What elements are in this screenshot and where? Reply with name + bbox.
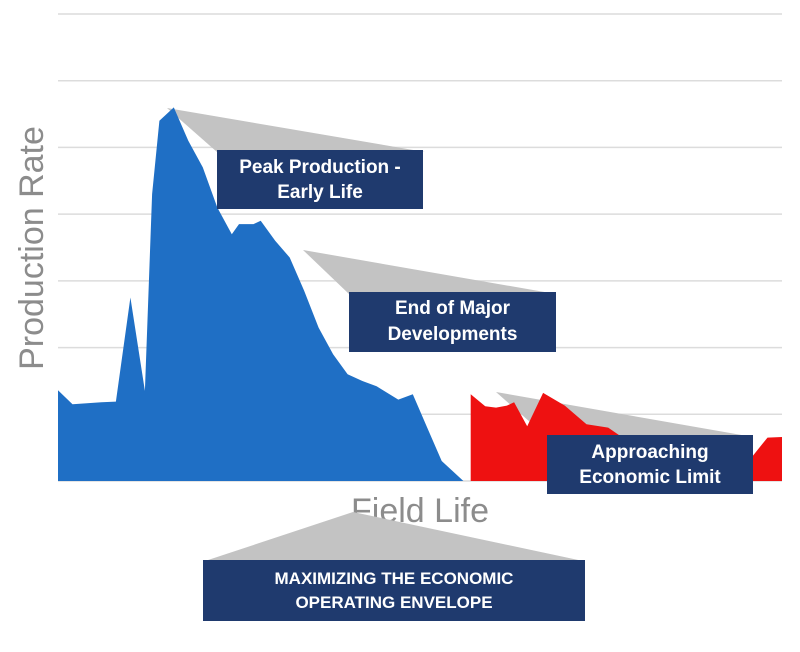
wedge-development: [303, 250, 556, 294]
callout-operating-envelope: MAXIMIZING THE ECONOMIC OPERATING ENVELO…: [203, 560, 585, 621]
area-series-production: [58, 107, 500, 482]
wedge-envelope: [205, 512, 583, 561]
callout-economic-line1: Approaching: [591, 441, 709, 463]
callout-economic-limit: Approaching Economic Limit: [547, 435, 753, 494]
callout-development-line1: End of Major: [394, 298, 511, 319]
wedge-peak: [167, 108, 425, 152]
y-axis-title: Production Rate: [13, 126, 51, 370]
callout-peak-line1: Peak Production -: [239, 156, 401, 178]
callout-economic-line2: Economic Limit: [579, 466, 721, 488]
callout-development-line2: Developments: [387, 324, 518, 345]
callout-peak-production: Peak Production - Early Life: [217, 150, 423, 209]
callout-envelope-line2: OPERATING ENVELOPE: [295, 592, 493, 612]
callout-major-developments: End of Major Developments: [349, 292, 556, 352]
callout-envelope-line1: MAXIMIZING THE ECONOMIC: [274, 568, 514, 588]
callout-peak-line2: Early Life: [277, 181, 363, 203]
